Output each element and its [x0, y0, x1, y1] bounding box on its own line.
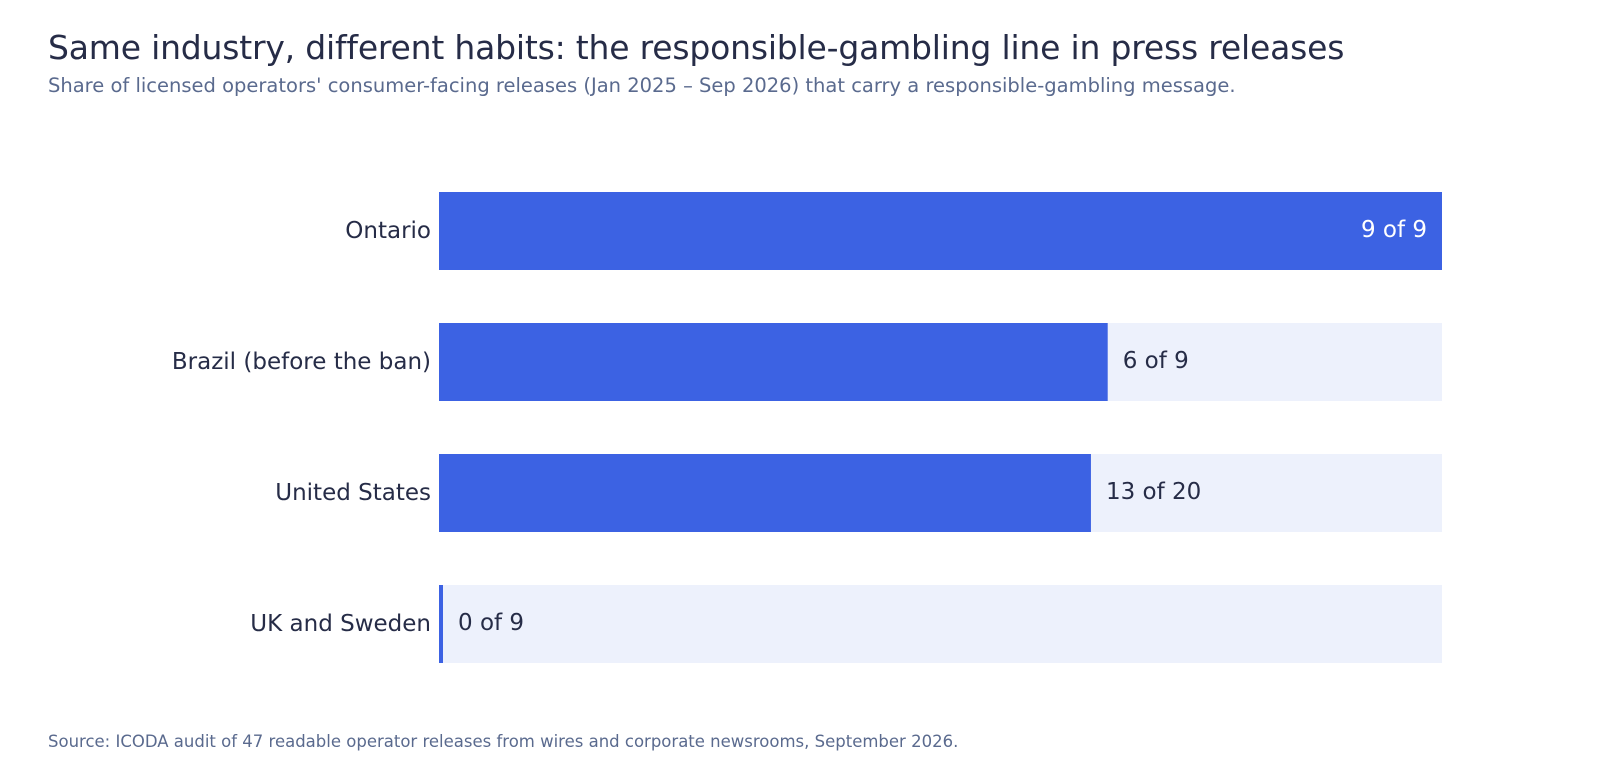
- category-label: UK and Sweden: [250, 611, 431, 637]
- bar: [439, 454, 1091, 532]
- value-label: 0 of 9: [458, 610, 524, 636]
- bar: [439, 585, 443, 663]
- bar-row: United States 13 of 20: [275, 454, 1442, 532]
- bar-row: Brazil (before the ban) 6 of 9: [172, 323, 1442, 401]
- value-label: 13 of 20: [1106, 479, 1201, 505]
- source-note: Source: ICODA audit of 47 readable opera…: [48, 732, 959, 751]
- bar-row: Ontario 9 of 9: [345, 192, 1442, 270]
- chart-subtitle: Share of licensed operators' consumer-fa…: [48, 74, 1236, 97]
- category-label: United States: [275, 480, 431, 506]
- category-label: Ontario: [345, 218, 431, 244]
- value-label: 6 of 9: [1123, 348, 1189, 374]
- bar: [439, 323, 1108, 401]
- bar-row: UK and Sweden 0 of 9: [250, 585, 1442, 663]
- bar: [439, 192, 1442, 270]
- category-label: Brazil (before the ban): [172, 349, 431, 375]
- bar-chart: Ontario 9 of 9 Brazil (before the ban) 6 of…: [172, 192, 1442, 663]
- value-label: 9 of 9: [1361, 217, 1427, 243]
- chart-title: Same industry, different habits: the res…: [48, 28, 1345, 67]
- bar-track: [439, 585, 1442, 663]
